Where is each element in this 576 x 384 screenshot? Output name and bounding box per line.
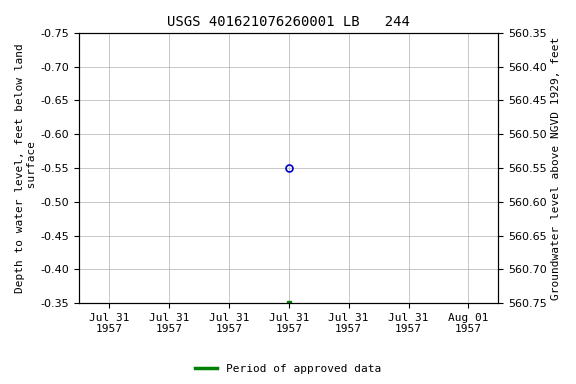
Title: USGS 401621076260001 LB   244: USGS 401621076260001 LB 244: [168, 15, 410, 29]
Legend: Period of approved data: Period of approved data: [191, 359, 385, 379]
Y-axis label: Groundwater level above NGVD 1929, feet: Groundwater level above NGVD 1929, feet: [551, 36, 561, 300]
Y-axis label: Depth to water level, feet below land
 surface: Depth to water level, feet below land su…: [15, 43, 37, 293]
